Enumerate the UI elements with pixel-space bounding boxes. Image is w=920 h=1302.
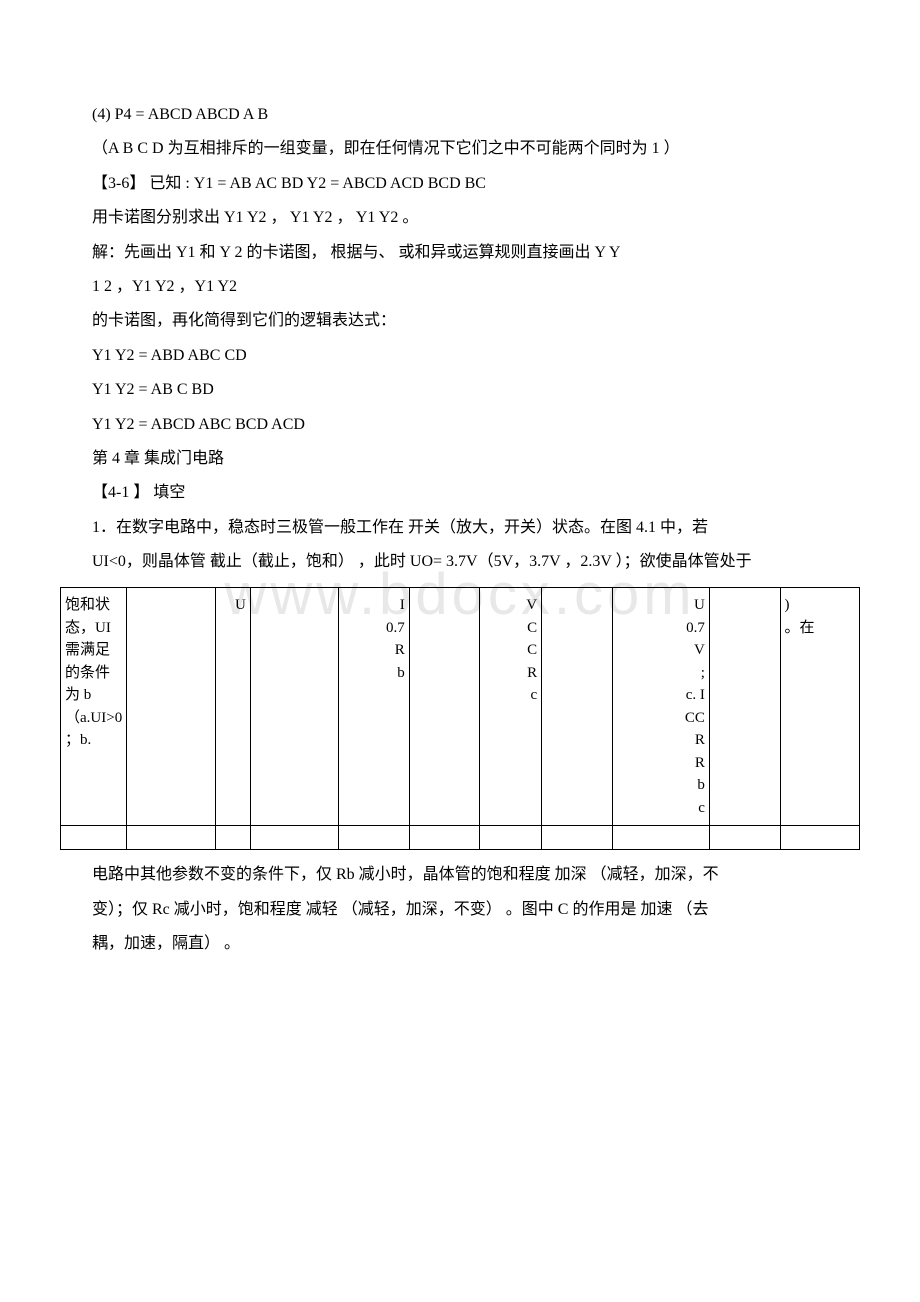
table-cell [250, 588, 338, 826]
table-cell: U [215, 588, 250, 826]
paragraph-y1y2-b: Y1 Y2 = AB C BD [60, 375, 860, 405]
table-cell: U0.7V;c. ICCRRbc [612, 588, 709, 826]
paragraph-q1-b: UI<0，则晶体管 截止（截止，饱和） ，此时 UO= 3.7V（5V，3.7V… [60, 547, 860, 577]
table-cell [127, 588, 215, 826]
table-cell [61, 826, 127, 850]
paragraph-rb: 电路中其他参数不变的条件下，仅 Rb 减小时，晶体管的饱和程度 加深 （减轻，加… [60, 860, 860, 890]
table-cell [250, 826, 338, 850]
paragraph-abcd-note: （A B C D 为互相排斥的一组变量，即在任何情况下它们之中不可能两个同时为 … [60, 134, 860, 164]
table-cell [480, 826, 542, 850]
table-cell [612, 826, 709, 850]
table-cell: I0.7Rb [339, 588, 410, 826]
paragraph-solution-intro: 解：先画出 Y1 和 Y 2 的卡诺图， 根据与、 或和异或运算规则直接画出 Y… [60, 238, 860, 268]
table-cell [409, 826, 480, 850]
table-row [61, 826, 860, 850]
table-row: 饱和状态，UI 需满足的条件为 b （a.UI>0；b. U I0.7Rb VC… [61, 588, 860, 826]
table-cell: VCCRc [480, 588, 542, 826]
table-cell: 饱和状态，UI 需满足的条件为 b （a.UI>0；b. [61, 588, 127, 826]
paragraph-karnaugh-simplify: 的卡诺图，再化简得到它们的逻辑表达式： [60, 306, 860, 336]
paragraph-q1-a: 1．在数字电路中，稳态时三极管一般工作在 开关（放大，开关）状态。在图 4.1 … [60, 513, 860, 543]
table-cell [709, 588, 780, 826]
circuit-table: 饱和状态，UI 需满足的条件为 b （a.UI>0；b. U I0.7Rb VC… [60, 587, 860, 850]
paragraph-3-6-problem: 【3-6】 已知 : Y1 = AB AC BD Y2 = ABCD ACD B… [60, 169, 860, 199]
paragraph-chapter-4: 第 4 章 集成门电路 [60, 444, 860, 474]
table-cell [780, 826, 860, 850]
table-cell [339, 826, 410, 850]
table-cell [542, 588, 613, 826]
paragraph-y-list: 1 2 ，Y1 Y2 ，Y1 Y2 [60, 272, 860, 302]
table-cell: )。在 [780, 588, 860, 826]
table-cell [709, 826, 780, 850]
paragraph-coupling: 耦，加速，隔直） 。 [60, 929, 860, 959]
paragraph-p4: (4) P4 = ABCD ABCD A B [60, 100, 860, 130]
paragraph-4-1-fill: 【4-1 】 填空 [60, 478, 860, 508]
paragraph-rc: 变）；仅 Rc 减小时，饱和程度 减轻 （减轻，加深，不变） 。图中 C 的作用… [60, 895, 860, 925]
table-cell [127, 826, 215, 850]
document-content: (4) P4 = ABCD ABCD A B （A B C D 为互相排斥的一组… [60, 100, 860, 960]
paragraph-karnaugh-task: 用卡诺图分别求出 Y1 Y2 ， Y1 Y2 ， Y1 Y2 。 [60, 203, 860, 233]
table-cell [542, 826, 613, 850]
paragraph-y1y2-c: Y1 Y2 = ABCD ABC BCD ACD [60, 410, 860, 440]
table-cell [215, 826, 250, 850]
table-cell [409, 588, 480, 826]
paragraph-y1y2-a: Y1 Y2 = ABD ABC CD [60, 341, 860, 371]
